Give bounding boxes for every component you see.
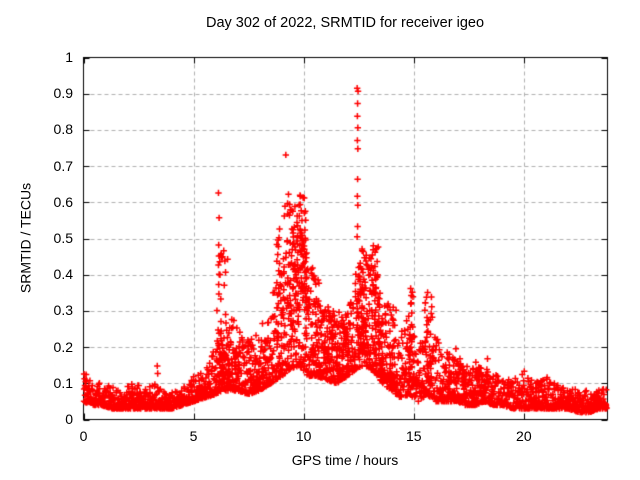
y-tick-label: 0.2: [53, 338, 73, 355]
y-tick-label: 0.8: [53, 121, 73, 138]
chart-title: Day 302 of 2022, SRMTID for receiver ige…: [205, 15, 485, 31]
y-tick-label: 0.6: [53, 193, 73, 210]
x-tick-label: 5: [189, 428, 198, 444]
x-tick-label: 20: [516, 428, 532, 444]
y-tick-label: 0.7: [53, 157, 73, 174]
y-tick-label: 0.1: [53, 374, 73, 391]
y-tick-label: 1: [65, 49, 73, 65]
y-tick-label: 0: [65, 411, 73, 427]
y-tick-label: 0.9: [53, 85, 73, 102]
y-tick-label: 0.5: [53, 230, 73, 246]
x-tick-label: 10: [295, 428, 312, 444]
y-tick-label: 0.3: [53, 302, 73, 319]
x-tick-label: 15: [405, 428, 422, 444]
y-tick-label: 0.4: [53, 266, 73, 283]
x-tick-label: 0: [79, 428, 88, 444]
x-axis-label: GPS time / hours: [291, 452, 399, 468]
